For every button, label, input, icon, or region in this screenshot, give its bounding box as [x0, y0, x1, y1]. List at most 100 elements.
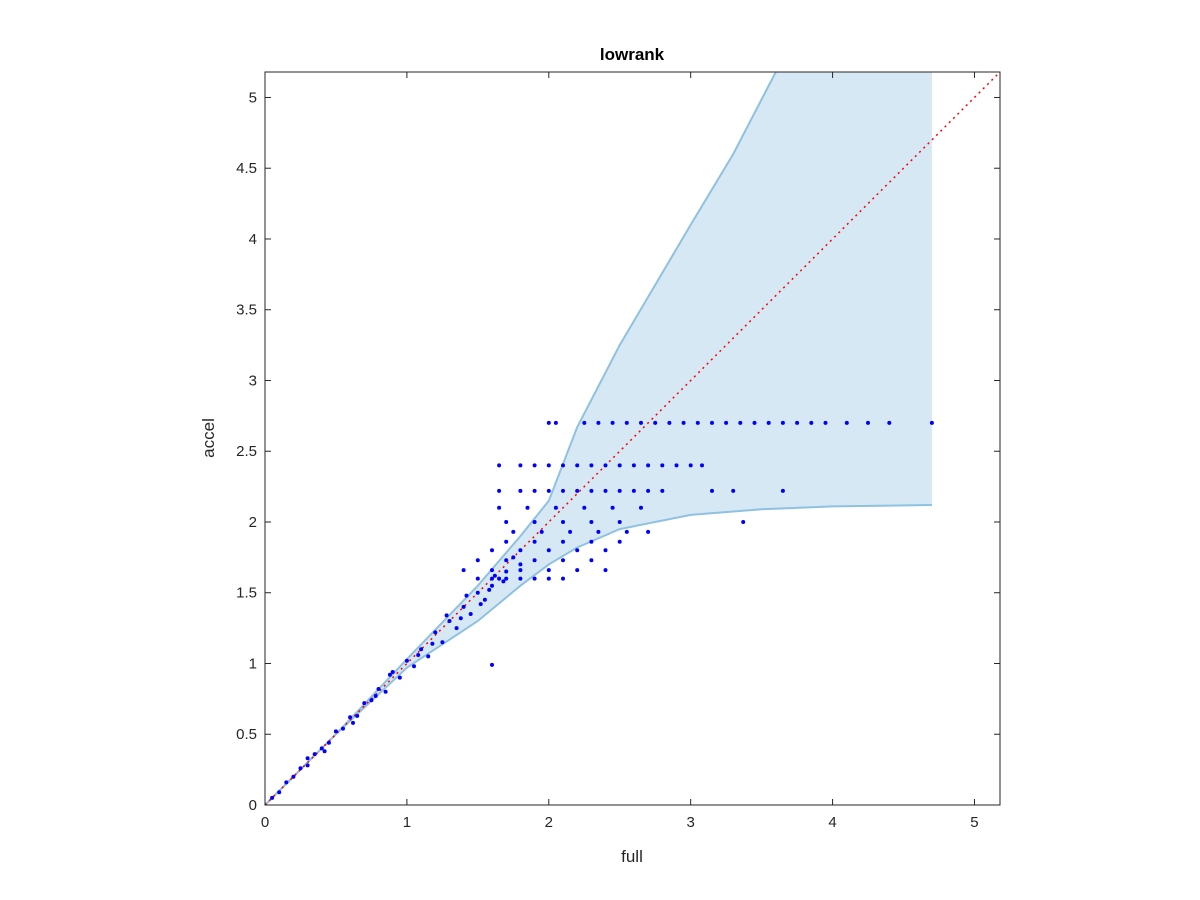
scatter-point — [582, 420, 587, 425]
scatter-point — [553, 420, 558, 425]
scatter-point — [610, 420, 615, 425]
scatter-point — [504, 520, 509, 524]
scatter-point — [741, 520, 746, 524]
scatter-point — [866, 420, 870, 425]
identity-reference-line — [264, 71, 1001, 806]
scatter-point — [546, 568, 551, 573]
confidence-band-lower-edge — [264, 504, 932, 806]
scatter-point — [575, 568, 580, 573]
scatter-point — [326, 740, 331, 745]
scatter-point — [322, 749, 327, 754]
confidence-band-upper-edge — [264, 71, 777, 806]
scatter-point — [387, 672, 392, 677]
scatter-point — [454, 626, 459, 631]
scatter-point — [475, 576, 480, 581]
scatter-point — [603, 488, 608, 493]
scatter-point — [416, 653, 421, 657]
y-tick-label: 0.5 — [236, 726, 257, 743]
confidence-band — [265, 72, 932, 805]
scatter-point — [475, 590, 480, 595]
scatter-point — [617, 520, 622, 524]
scatter-point — [738, 420, 743, 425]
scatter-point — [561, 558, 565, 563]
scatter-point — [490, 568, 494, 573]
scatter-point — [532, 558, 537, 563]
scatter-point — [532, 520, 537, 524]
y-tick-label: 5 — [249, 89, 257, 106]
scatter-point — [639, 420, 643, 425]
y-tick-label: 2 — [249, 514, 257, 531]
x-tick-label: 2 — [545, 814, 553, 831]
scatter-point — [518, 488, 523, 493]
scatter-point — [430, 641, 435, 646]
scatter-point — [844, 420, 849, 425]
scatter-point — [284, 780, 289, 785]
scatter-point — [603, 548, 608, 553]
scatter-point — [478, 602, 483, 607]
scatter-point — [646, 529, 651, 534]
scatter-point — [539, 529, 544, 534]
scatter-point — [589, 488, 594, 493]
scatter-point — [298, 766, 303, 771]
scatter-point — [440, 640, 445, 645]
y-tick-label: 4 — [249, 231, 257, 248]
scatter-point — [397, 675, 402, 680]
scatter-point — [475, 558, 480, 563]
scatter-point — [700, 463, 704, 468]
scatter-point — [639, 505, 643, 510]
chart-title: lowrank — [600, 45, 665, 64]
scatter-point — [518, 562, 523, 567]
scatter-point — [603, 463, 608, 468]
scatter-point — [561, 576, 565, 581]
scatter-point — [546, 548, 551, 553]
scatter-point — [504, 558, 509, 563]
scatter-point — [929, 420, 934, 425]
axis-ticks — [264, 72, 1000, 806]
scatter-point — [312, 752, 317, 757]
scatter-point — [404, 658, 409, 663]
scatter-point — [305, 756, 310, 761]
scatter-point — [433, 630, 438, 635]
scatter-point — [390, 670, 395, 674]
scatter-point — [631, 463, 636, 468]
scatter-point — [589, 539, 594, 544]
scatter-point — [497, 576, 502, 581]
scatter-point — [532, 576, 537, 581]
scatter-point — [444, 613, 449, 618]
scatter-point — [355, 713, 360, 718]
scatter-point — [589, 520, 594, 524]
scatter-point — [575, 488, 580, 493]
scatter-point — [653, 420, 658, 425]
scatter-point — [518, 463, 523, 468]
scatter-point — [596, 420, 601, 425]
plot-area — [264, 71, 1001, 806]
scatter-point — [461, 604, 466, 609]
scatter-point — [447, 619, 452, 623]
scatter-point — [617, 539, 622, 544]
scatter-point — [780, 488, 785, 493]
scatter-point — [511, 555, 516, 560]
scatter-point — [589, 463, 594, 468]
scatter-point — [617, 488, 622, 493]
scatter-point — [681, 420, 686, 425]
scatter-point — [504, 569, 509, 574]
scatter-point — [468, 612, 473, 616]
scatter-point — [575, 548, 580, 553]
scatter-point — [492, 573, 497, 578]
scatter-point — [518, 548, 523, 553]
scatter-point — [504, 576, 509, 581]
scatter-point — [710, 420, 714, 425]
scatter-point — [490, 662, 494, 667]
x-tick-labels: 0 1 2 3 4 5 — [261, 814, 979, 831]
x-tick-label: 3 — [687, 814, 695, 831]
scatter-point — [518, 568, 523, 573]
scatter-point — [624, 529, 629, 534]
axes-box — [264, 71, 1001, 806]
scatter-point — [731, 488, 736, 493]
scatter-point — [561, 520, 565, 524]
scatter-point — [561, 539, 565, 544]
scatter-point — [490, 548, 494, 553]
scatter-point — [376, 687, 381, 691]
scatter-point — [561, 488, 565, 493]
